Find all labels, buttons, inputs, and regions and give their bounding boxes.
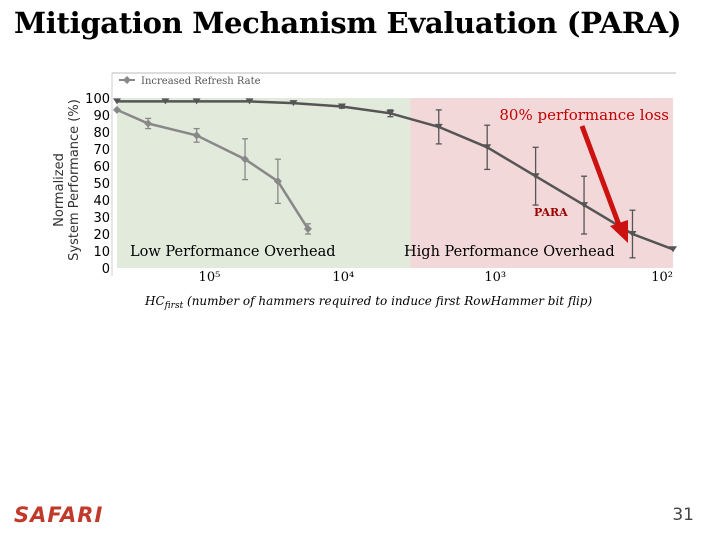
- x-tick-label: 10²: [651, 270, 673, 285]
- y-axis-label-line1: Normalized: [52, 153, 67, 227]
- x-axis-label: HCfirst (number of hammers required to i…: [144, 294, 592, 311]
- y-tick-label: 90: [93, 109, 110, 124]
- data-point-0-4: [273, 177, 282, 186]
- data-point-1-12: [669, 246, 677, 253]
- para-series-label: PARA: [534, 206, 568, 219]
- data-point-1-8: [483, 144, 492, 151]
- data-point-1-10: [580, 202, 589, 209]
- legend-label: Increased Refresh Rate: [141, 76, 261, 87]
- y-tick-label: 30: [93, 211, 110, 226]
- y-tick-label: 80: [93, 126, 110, 141]
- legend-marker: [123, 76, 131, 84]
- y-tick-label: 60: [93, 160, 110, 175]
- loss-annotation: 80% performance loss: [499, 106, 669, 124]
- safari-logo: SAFARI: [14, 503, 104, 527]
- data-point-0-2: [192, 131, 201, 140]
- data-point-0-1: [144, 119, 153, 128]
- y-tick-label: 40: [93, 194, 110, 209]
- arrow-shaft: [579, 125, 622, 226]
- data-point-1-9: [531, 173, 540, 180]
- y-tick-label: 70: [93, 143, 110, 158]
- y-tick-label: 50: [93, 177, 110, 192]
- data-point-1-6: [386, 110, 395, 117]
- data-point-1-2: [192, 98, 201, 105]
- x-tick-label: 10⁵: [199, 270, 221, 285]
- data-point-0-0: [113, 105, 121, 114]
- region-label-low: Low Performance Overhead: [130, 244, 336, 260]
- region-1: [410, 98, 673, 268]
- y-tick-label: 20: [93, 228, 110, 243]
- data-point-1-0: [113, 98, 121, 105]
- x-tick-label: 10³: [484, 270, 506, 285]
- y-tick-label: 0: [102, 262, 110, 277]
- arrow-head: [610, 220, 628, 243]
- y-tick-label: 100: [85, 92, 110, 107]
- x-tick-label: 10⁴: [332, 270, 354, 285]
- page-number: 31: [672, 505, 694, 525]
- data-point-0-3: [241, 155, 250, 164]
- data-point-1-3: [245, 98, 254, 105]
- data-point-1-5: [337, 103, 346, 110]
- region-0: [117, 98, 411, 268]
- y-axis-label-line2: System Performance (%): [67, 99, 82, 261]
- data-point-1-1: [161, 98, 170, 105]
- y-tick-label: 10: [93, 245, 110, 260]
- region-label-high: High Performance Overhead: [404, 244, 615, 260]
- data-point-0-5: [303, 224, 312, 233]
- data-point-1-4: [289, 100, 298, 107]
- data-point-1-11: [628, 231, 637, 237]
- slide-title: Mitigation Mechanism Evaluation (PARA): [14, 6, 682, 40]
- series-line-0: [116, 108, 310, 230]
- data-point-1-7: [434, 123, 443, 130]
